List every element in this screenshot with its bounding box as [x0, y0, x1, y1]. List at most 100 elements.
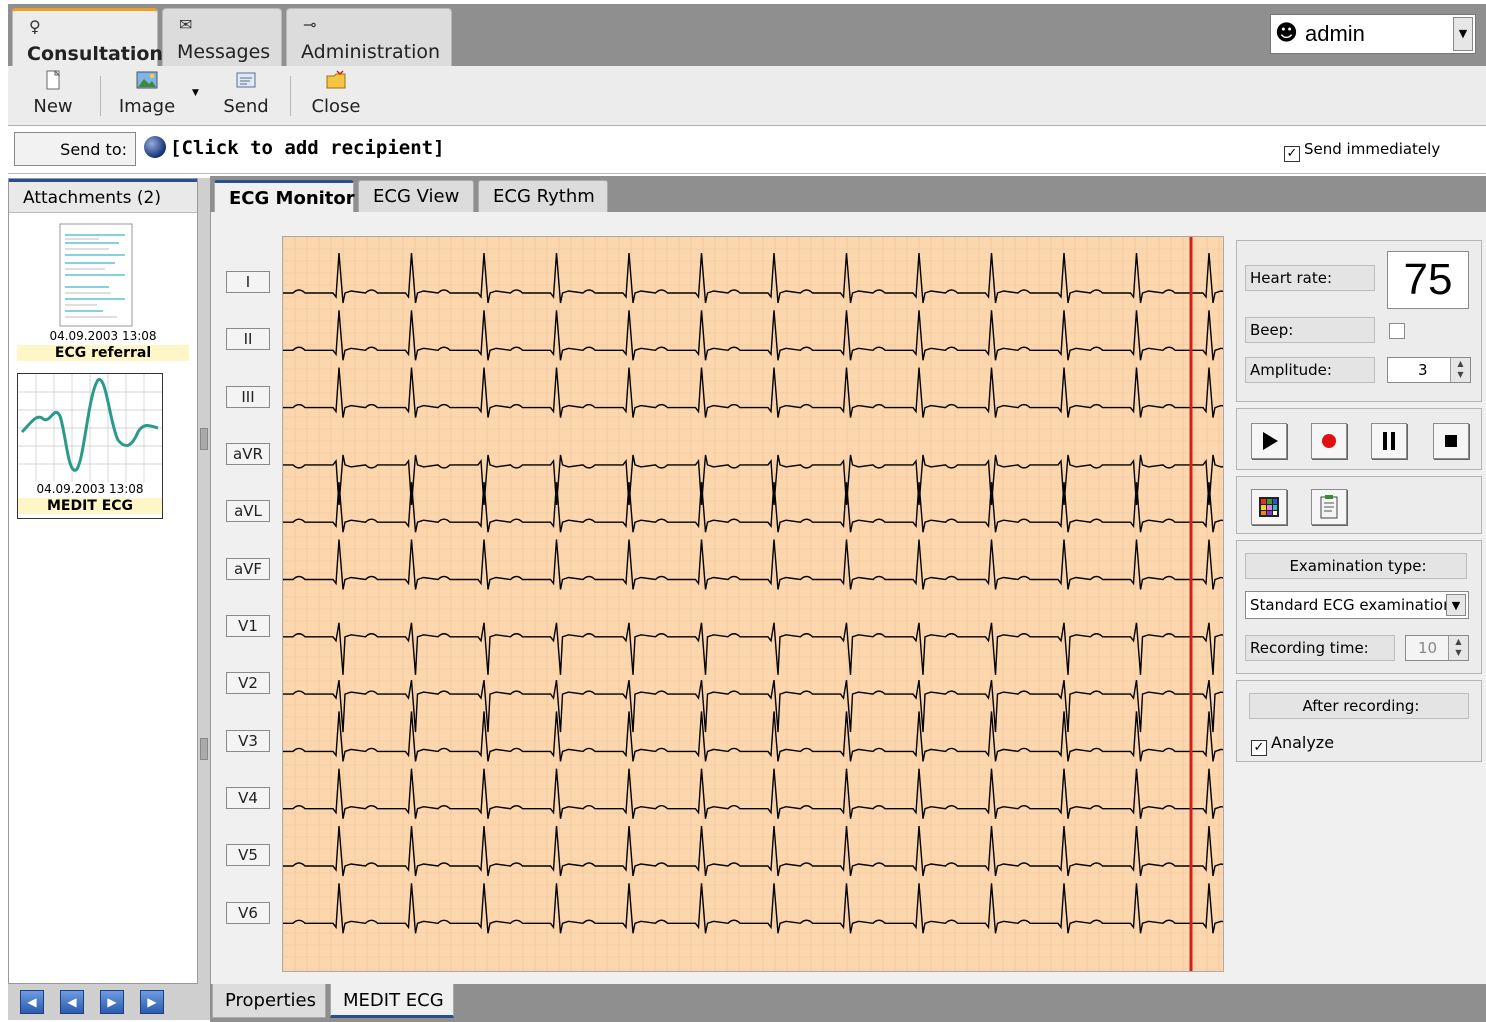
- play-button[interactable]: [1251, 423, 1287, 459]
- pause-button[interactable]: [1371, 423, 1407, 459]
- heart-rate-label: Heart rate:: [1245, 265, 1375, 291]
- examination-panel: Examination type: Standard ECG examinati…: [1236, 540, 1482, 674]
- tab-properties[interactable]: Properties: [212, 984, 326, 1018]
- attachment-date: 04.09.2003 13:08: [49, 329, 157, 343]
- new-document-icon: [46, 70, 61, 90]
- recipient-field[interactable]: [Click to add recipient]: [144, 136, 445, 159]
- toolbar: New Image ▼ Send Close: [8, 66, 1486, 126]
- send-immediately-label: Send immediately: [1304, 140, 1441, 158]
- tab-messages[interactable]: ✉ Messages: [162, 8, 282, 66]
- send-immediately-checkbox[interactable]: ✓ Send immediately: [1284, 140, 1440, 162]
- ecg-trace-V4: [283, 768, 1294, 819]
- beep-label: Beep:: [1245, 317, 1375, 343]
- tab-label: Administration: [301, 41, 441, 63]
- spin-arrows-icon[interactable]: ▲ ▼: [1450, 358, 1470, 382]
- attachments-panel: Attachments (2) 04.09.2003 13:08 ECG ref…: [8, 178, 198, 984]
- heart-rate-display: 75: [1387, 251, 1469, 309]
- lead-label: I: [226, 271, 270, 293]
- tab-administration[interactable]: ⊸ Administration: [286, 8, 452, 66]
- report-button[interactable]: [1311, 489, 1347, 525]
- beep-checkbox[interactable]: [1389, 323, 1405, 339]
- close-label: Close: [311, 96, 361, 117]
- prev-icon[interactable]: ◀: [60, 990, 84, 1014]
- ecg-trace-V3: [283, 711, 1294, 762]
- lead-label: III: [226, 386, 270, 408]
- checkbox-checked-icon[interactable]: ✓: [1284, 146, 1300, 162]
- color-grid-button[interactable]: [1251, 489, 1287, 525]
- tab-ecg-monitor[interactable]: ECG Monitor: [214, 180, 355, 212]
- lead-label: V6: [226, 902, 270, 924]
- checkbox-checked-icon[interactable]: ✓: [1251, 740, 1267, 756]
- lead-label: V4: [226, 787, 270, 809]
- toolbar-separator: [290, 76, 291, 116]
- ecg-wave-thumbnail-icon: [18, 374, 162, 482]
- ecg-trace-V5: [283, 825, 1294, 877]
- lead-label: V1: [226, 615, 270, 637]
- ecg-trace-aVF: [283, 539, 1294, 590]
- clipboard-icon: [1320, 495, 1338, 519]
- tab-ecg-rythm[interactable]: ECG Rythm: [478, 180, 608, 212]
- envelope-icon: ✉: [179, 15, 193, 34]
- lead-label: aVL: [226, 500, 270, 522]
- ecg-trace-canvas[interactable]: [282, 236, 1294, 972]
- chevron-down-icon[interactable]: ▼: [1446, 594, 1466, 616]
- stop-button[interactable]: [1433, 423, 1469, 459]
- spin-arrows-icon[interactable]: ▲ ▼: [1448, 636, 1468, 660]
- lead-label: V5: [226, 844, 270, 866]
- user-name: admin: [1305, 21, 1365, 46]
- ecg-tab-strip: ECG Monitor ECG View ECG Rythm: [210, 176, 1486, 212]
- attachment-name: MEDIT ECG: [18, 498, 162, 514]
- collapse-left-icon[interactable]: [200, 428, 208, 450]
- examination-type-label: Examination type:: [1245, 553, 1467, 579]
- attachment-date: 04.09.2003 13:08: [36, 482, 144, 496]
- new-button[interactable]: New: [26, 66, 80, 124]
- tools-panel: [1236, 476, 1482, 534]
- after-recording-panel: After recording: ✓ Analyze: [1236, 680, 1482, 762]
- lead-label: V3: [226, 730, 270, 752]
- send-to-bar: Send to: [Click to add recipient] ✓ Send …: [8, 126, 1486, 174]
- user-select[interactable]: ☻ admin ▼: [1270, 14, 1476, 54]
- main-tab-strip: ♀ Consultation ✉ Messages ⊸ Administrati…: [8, 4, 1486, 66]
- next-icon[interactable]: ▶: [100, 990, 124, 1014]
- new-label: New: [33, 96, 73, 117]
- play-icon: [1263, 432, 1278, 450]
- tab-label: Consultation: [27, 43, 163, 65]
- globe-icon: [144, 136, 166, 158]
- attachment-medit-ecg[interactable]: 04.09.2003 13:08 MEDIT ECG: [17, 373, 163, 519]
- send-button[interactable]: Send: [214, 66, 278, 124]
- first-icon[interactable]: ◀: [20, 990, 44, 1014]
- amplitude-spinner[interactable]: 3 ▲ ▼: [1387, 357, 1471, 383]
- amplitude-value: 3: [1418, 361, 1428, 379]
- recording-time-spinner[interactable]: 10 ▲ ▼: [1405, 635, 1469, 661]
- color-grid-icon: [1259, 497, 1279, 517]
- folder-close-icon: [326, 70, 346, 89]
- tab-ecg-view[interactable]: ECG View: [358, 180, 474, 212]
- examination-type-select[interactable]: Standard ECG examination ▼: [1245, 591, 1469, 619]
- ecg-traces: [282, 236, 1294, 971]
- attachment-ecg-referral[interactable]: 04.09.2003 13:08 ECG referral: [17, 221, 189, 365]
- panel-splitter[interactable]: [198, 178, 210, 1020]
- tab-label: Messages: [177, 41, 271, 63]
- lead-label: V2: [226, 672, 270, 694]
- stop-icon: [1445, 435, 1457, 447]
- collapse-left-icon[interactable]: [200, 738, 208, 760]
- ecg-trace-V1: [283, 622, 1294, 675]
- analyze-label: Analyze: [1271, 733, 1335, 752]
- send-to-button[interactable]: Send to:: [14, 132, 136, 166]
- ecg-trace-aVR: [283, 454, 1294, 505]
- ecg-trace-I: [283, 252, 1294, 304]
- chevron-down-icon[interactable]: ▼: [192, 88, 199, 98]
- document-thumbnail-icon: [59, 223, 133, 327]
- attachment-name: ECG referral: [17, 345, 189, 361]
- monitor-settings-panel: Heart rate: 75 Beep: Amplitude: 3 ▲ ▼: [1236, 240, 1482, 402]
- close-button[interactable]: Close: [302, 66, 370, 124]
- analyze-checkbox[interactable]: ✓ Analyze: [1251, 733, 1334, 756]
- chevron-down-icon[interactable]: ▼: [1453, 17, 1473, 51]
- record-button[interactable]: [1311, 423, 1347, 459]
- image-label: Image: [118, 96, 176, 117]
- tab-medit-ecg[interactable]: MEDIT ECG: [330, 984, 454, 1018]
- last-icon[interactable]: ▶: [140, 990, 164, 1014]
- bottom-tab-strip: Properties MEDIT ECG: [210, 984, 1486, 1022]
- image-button[interactable]: Image: [112, 66, 182, 124]
- tab-consultation[interactable]: ♀ Consultation: [12, 8, 163, 66]
